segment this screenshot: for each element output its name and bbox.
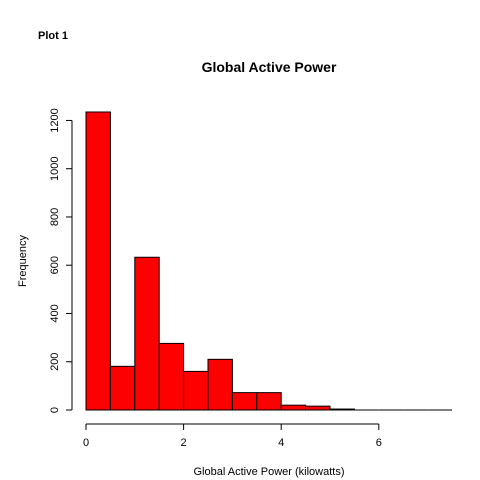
histogram-bar <box>305 405 331 411</box>
histogram-bar <box>280 404 307 411</box>
histogram-bar <box>109 365 136 411</box>
y-tick-label: 400 <box>49 304 61 322</box>
x-axis: 0 2 4 6 <box>83 423 382 449</box>
histogram-bar <box>329 408 355 411</box>
histogram-bar <box>158 342 185 411</box>
y-axis: 0 200 400 600 800 1000 1200 <box>49 108 73 413</box>
histogram-bar <box>134 256 160 411</box>
y-tick-label: 200 <box>49 353 61 371</box>
x-tick-label: 4 <box>278 437 284 449</box>
x-tick-label: 2 <box>181 437 187 449</box>
y-tick-label: 800 <box>49 208 61 226</box>
histogram-bar <box>231 392 258 411</box>
x-axis-label: Global Active Power (kilowatts) <box>194 466 345 478</box>
chart-title: Global Active Power <box>202 59 337 75</box>
y-tick-label: 600 <box>49 256 61 274</box>
histogram-bar <box>207 358 233 411</box>
histogram-bar <box>85 111 111 411</box>
histogram-bar <box>183 370 209 411</box>
x-tick-label: 6 <box>376 437 382 449</box>
y-tick-label: 1000 <box>49 156 61 180</box>
x-tick-label: 0 <box>83 437 89 449</box>
plot-heading: Plot 1 <box>38 30 68 42</box>
y-tick-label: 1200 <box>49 108 61 132</box>
histogram-bar <box>256 392 282 411</box>
y-tick-label: 0 <box>49 407 61 413</box>
y-axis-label: Frequency <box>17 235 29 287</box>
bars-group <box>85 111 452 411</box>
